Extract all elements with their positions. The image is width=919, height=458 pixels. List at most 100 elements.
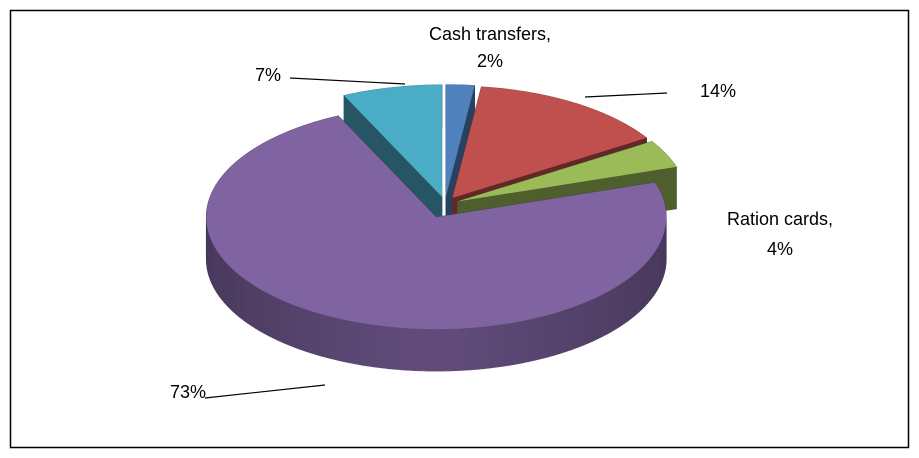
slice-side: [476, 326, 484, 370]
slice-side: [483, 325, 491, 370]
slice-side: [305, 308, 312, 354]
slice-side: [586, 298, 593, 345]
slice-side: [565, 307, 572, 353]
leader-line: [289, 77, 406, 85]
slice-side: [380, 325, 388, 369]
slice-side: [652, 250, 656, 298]
slice-side: [606, 289, 612, 335]
slice-side: [634, 269, 639, 316]
slice-side: [278, 298, 285, 344]
slice-side: [259, 288, 265, 335]
value-label: 14%: [700, 81, 736, 101]
slice-side: [407, 327, 416, 371]
slice-top: [445, 84, 475, 197]
slice-side: [615, 283, 621, 330]
slice-side: [264, 291, 270, 337]
slice-side: [226, 262, 231, 310]
slice-side: [216, 250, 220, 298]
slice-side: [442, 328, 450, 372]
slice-side: [559, 309, 566, 355]
slice-side: [448, 328, 457, 372]
pie-slice: [205, 115, 667, 372]
slice-side: [218, 253, 222, 301]
leader-line: [204, 384, 326, 399]
slice-side: [221, 256, 225, 304]
slice-side: [428, 328, 436, 372]
slice-side: [387, 326, 395, 370]
slice-top: [452, 86, 647, 198]
slice-side: [553, 311, 560, 356]
slice-side: [236, 271, 241, 319]
slice-side: [229, 265, 234, 313]
slice-top: [344, 84, 442, 197]
slice-side: [509, 321, 517, 366]
slice-side: [243, 277, 248, 324]
slice-side: [247, 280, 252, 327]
slice-side: [547, 313, 555, 358]
slice-side: [311, 310, 318, 356]
slice-side: [393, 326, 402, 371]
slice-side: [367, 323, 375, 368]
slice-side: [570, 305, 577, 351]
slice-side: [223, 259, 228, 307]
value-label: 4%: [767, 239, 793, 259]
slice-side: [354, 321, 362, 366]
value-label: 73%: [170, 382, 206, 402]
slice-side: [239, 274, 244, 321]
slice-side: [469, 327, 477, 371]
slice-side: [654, 247, 658, 295]
slice-side: [522, 319, 530, 364]
slice-side: [360, 322, 368, 367]
slice-side: [611, 286, 617, 333]
slice-side: [455, 328, 464, 372]
value-label: 2%: [477, 51, 503, 71]
slice-side: [644, 260, 648, 308]
slice-side: [649, 254, 653, 302]
slice-side: [400, 327, 409, 371]
slice-side: [541, 314, 549, 360]
slice-side: [496, 323, 504, 368]
slice-top: [457, 141, 677, 202]
slice-side: [581, 301, 588, 347]
slice-side: [294, 304, 301, 350]
slice-side: [516, 320, 524, 365]
slice-side: [232, 268, 237, 316]
slice-side: [619, 281, 625, 328]
slice-side: [627, 275, 633, 322]
slice-side: [335, 317, 343, 362]
slice-side: [638, 266, 643, 314]
slice-side: [299, 306, 307, 352]
slice-side: [435, 328, 443, 372]
slice-side: [347, 320, 355, 365]
slice-side: [592, 296, 598, 342]
slice-side: [251, 283, 256, 330]
value-label: 7%: [255, 65, 281, 85]
slice-side: [414, 328, 422, 372]
slice-side: [255, 285, 261, 332]
category-label: Ration cards,: [727, 209, 833, 229]
slice-top: [206, 115, 667, 330]
slice-side: [462, 327, 471, 371]
slice-side: [503, 322, 511, 367]
slice-side: [268, 293, 275, 339]
slice-side: [623, 278, 629, 325]
slice-side: [323, 314, 330, 359]
slice-side: [288, 302, 295, 348]
slice-side: [421, 328, 429, 372]
slice-side: [647, 257, 651, 305]
slice-side: [641, 263, 646, 311]
slice-side: [601, 291, 608, 338]
slice-side: [631, 272, 636, 319]
slice-side: [576, 303, 583, 349]
slice-side: [329, 315, 336, 361]
slice-side: [489, 324, 498, 369]
slice-side: [373, 324, 382, 369]
slice-side: [273, 296, 280, 342]
slice-side: [317, 312, 324, 358]
category-label: Cash transfers,: [429, 24, 551, 44]
slice-side: [535, 316, 542, 361]
slice-side: [341, 318, 349, 363]
slice-side: [597, 294, 603, 340]
